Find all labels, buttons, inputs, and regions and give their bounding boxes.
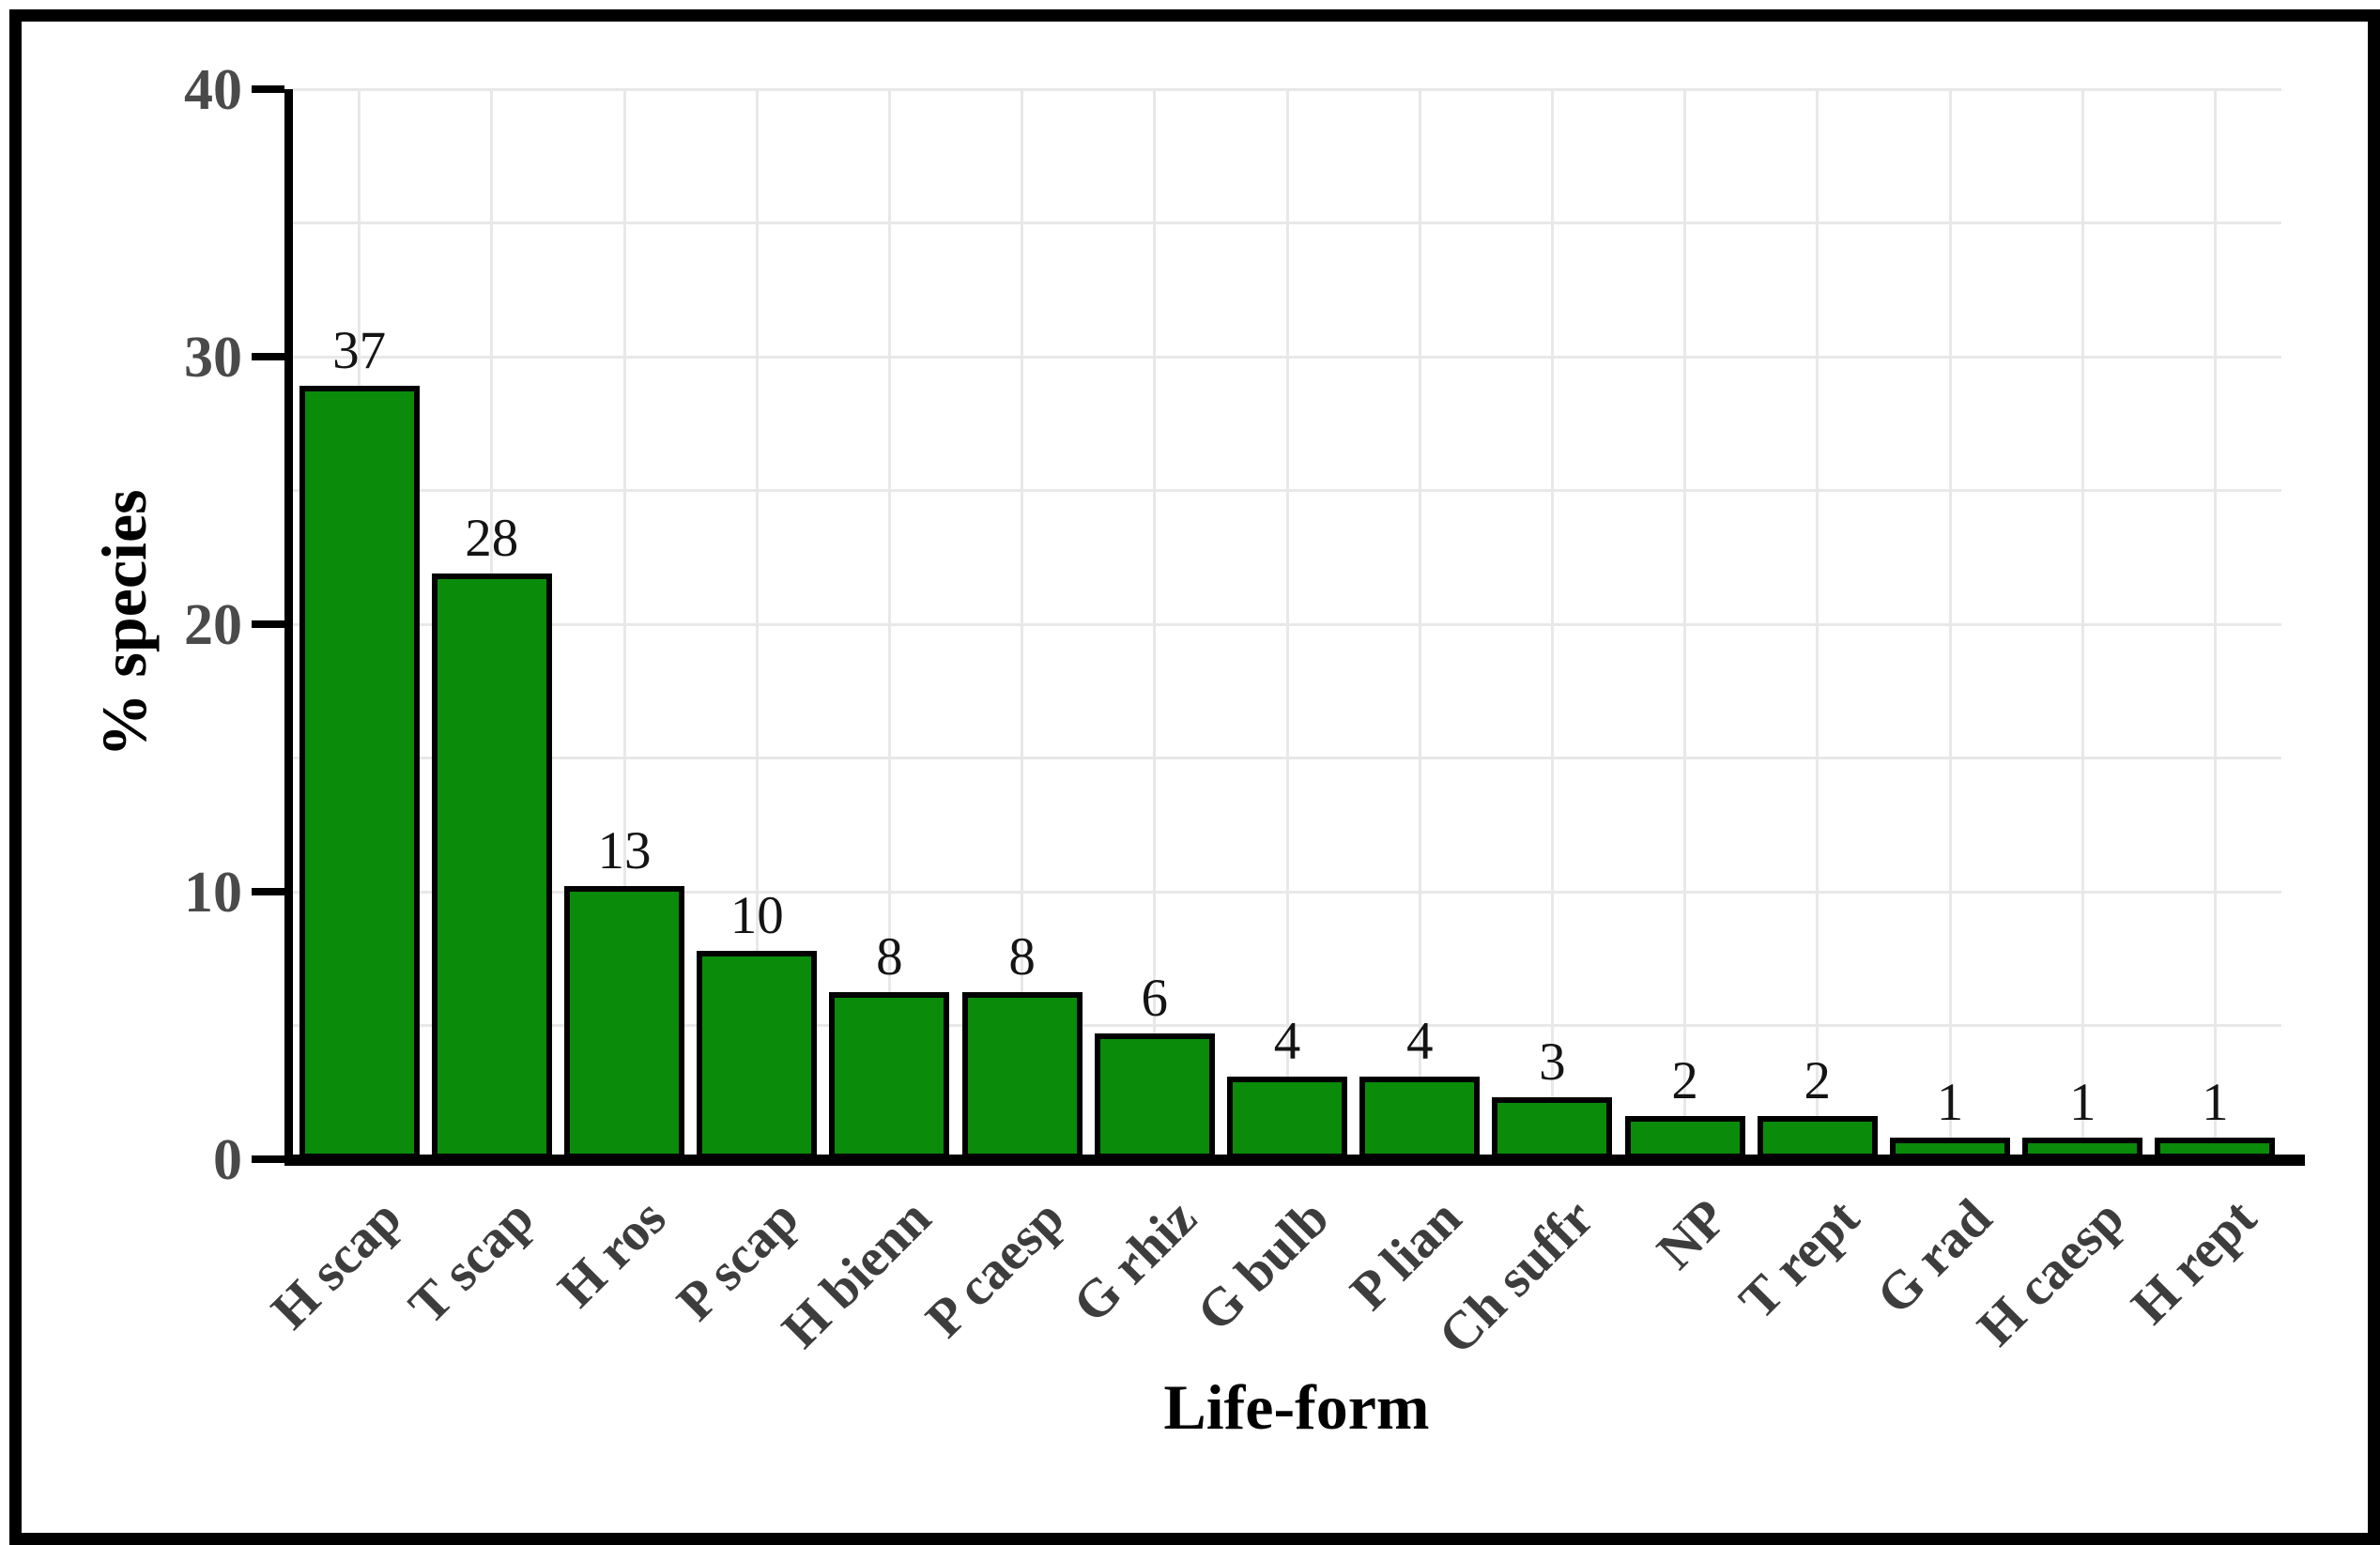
bar-value-label: 4	[1405, 1011, 1434, 1071]
bar	[1624, 1116, 1745, 1159]
bar	[961, 991, 1083, 1159]
bar-value-label: 1	[1936, 1073, 1964, 1133]
y-axis-tick	[252, 888, 284, 895]
vertical-gridline	[887, 89, 891, 1159]
vertical-gridline	[1021, 89, 1024, 1159]
bar	[1757, 1116, 1878, 1159]
vertical-gridline	[1418, 89, 1421, 1159]
x-axis-title: Life-form	[1163, 1371, 1430, 1443]
vertical-gridline	[1816, 89, 1820, 1159]
x-tick-label: G rhiz	[1061, 1187, 1208, 1335]
vertical-gridline	[755, 89, 759, 1159]
x-tick-label: P caesp	[914, 1187, 1076, 1349]
y-axis-title: % species	[88, 489, 160, 757]
x-tick-label: H rept	[2120, 1187, 2268, 1336]
vertical-gridline	[1948, 89, 1952, 1159]
y-axis-line	[284, 89, 293, 1166]
bar-value-label: 6	[1141, 969, 1169, 1029]
bar	[564, 886, 684, 1159]
y-axis-tick	[252, 1155, 284, 1163]
y-tick-label: 40	[184, 58, 242, 122]
y-tick-label: 20	[184, 593, 242, 657]
bar	[299, 386, 420, 1159]
vertical-gridline	[1550, 89, 1554, 1159]
bar-value-label: 1	[2202, 1073, 2229, 1133]
vertical-gridline	[1683, 89, 1687, 1159]
figure-frame	[9, 9, 2380, 1545]
vertical-gridline	[622, 89, 626, 1159]
x-tick-label: T scap	[397, 1187, 545, 1336]
bar	[1227, 1076, 1347, 1159]
bar-value-label: 8	[1008, 926, 1036, 987]
x-axis-line	[284, 1155, 2305, 1166]
bar-value-label: 37	[332, 321, 387, 381]
bar-value-label: 4	[1273, 1011, 1301, 1071]
bar	[829, 991, 950, 1159]
x-tick-label: H bienn	[771, 1187, 943, 1360]
bar	[697, 950, 818, 1159]
x-tick-label: H scap	[259, 1187, 413, 1341]
y-axis-tick	[252, 620, 284, 628]
bar-value-label: 10	[729, 885, 784, 945]
bar-value-label: 1	[2068, 1073, 2096, 1133]
bar	[1094, 1033, 1215, 1159]
bar	[431, 573, 552, 1159]
vertical-gridline	[2081, 89, 2084, 1159]
bar-value-label: 13	[597, 821, 652, 881]
y-axis-tick	[252, 353, 284, 360]
bar-value-label: 3	[1539, 1033, 1566, 1093]
y-tick-label: 0	[213, 1128, 242, 1192]
x-tick-label: H caesp	[1966, 1187, 2136, 1357]
y-axis-tick	[252, 85, 284, 93]
bar-value-label: 8	[876, 926, 903, 987]
x-tick-label: NP	[1645, 1187, 1739, 1281]
bar-value-label: 2	[1804, 1051, 1832, 1111]
vertical-gridline	[1153, 89, 1157, 1159]
bar-value-label: 28	[465, 508, 519, 568]
y-tick-label: 10	[184, 861, 242, 925]
vertical-gridline	[2213, 89, 2217, 1159]
x-tick-label: H ros	[546, 1187, 678, 1319]
bar-value-label: 2	[1671, 1051, 1698, 1111]
x-tick-label: G bulb	[1186, 1187, 1341, 1343]
vertical-gridline	[1285, 89, 1289, 1159]
y-tick-label: 30	[184, 326, 242, 390]
x-tick-label: T rept	[1727, 1187, 1871, 1331]
